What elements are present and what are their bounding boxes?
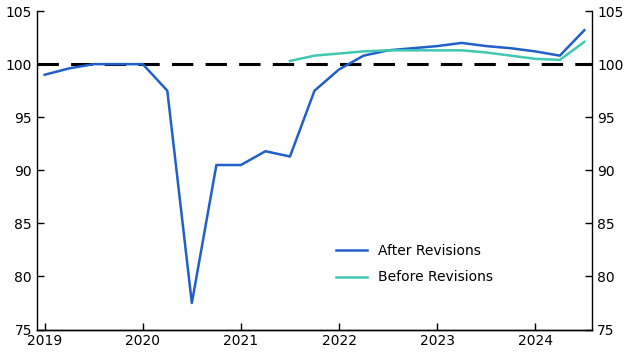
Before Revisions bbox=[482, 50, 490, 55]
After Revisions bbox=[482, 44, 490, 48]
After Revisions bbox=[458, 41, 465, 45]
After Revisions bbox=[335, 67, 343, 72]
After Revisions bbox=[188, 301, 196, 305]
After Revisions bbox=[90, 62, 97, 66]
Before Revisions bbox=[311, 53, 318, 58]
After Revisions bbox=[581, 28, 588, 32]
After Revisions bbox=[311, 88, 318, 93]
Before Revisions bbox=[409, 48, 416, 52]
After Revisions bbox=[262, 149, 269, 153]
After Revisions bbox=[532, 49, 539, 53]
Before Revisions bbox=[286, 59, 294, 63]
Before Revisions bbox=[384, 48, 392, 52]
After Revisions bbox=[139, 62, 147, 66]
Legend: After Revisions, Before Revisions: After Revisions, Before Revisions bbox=[336, 244, 493, 284]
Before Revisions bbox=[532, 57, 539, 61]
After Revisions bbox=[384, 48, 392, 52]
Before Revisions bbox=[433, 48, 441, 52]
After Revisions bbox=[114, 62, 122, 66]
Before Revisions bbox=[360, 49, 367, 53]
After Revisions bbox=[433, 44, 441, 48]
After Revisions bbox=[41, 73, 48, 77]
After Revisions bbox=[164, 88, 171, 93]
Before Revisions bbox=[556, 58, 564, 62]
Line: After Revisions: After Revisions bbox=[45, 30, 584, 303]
After Revisions bbox=[237, 163, 245, 167]
Before Revisions bbox=[581, 40, 588, 44]
After Revisions bbox=[507, 46, 515, 50]
After Revisions bbox=[65, 66, 73, 70]
After Revisions bbox=[286, 154, 294, 159]
After Revisions bbox=[360, 53, 367, 58]
After Revisions bbox=[556, 53, 564, 58]
After Revisions bbox=[409, 46, 416, 50]
Before Revisions bbox=[458, 48, 465, 52]
Line: Before Revisions: Before Revisions bbox=[290, 42, 584, 61]
Before Revisions bbox=[507, 53, 515, 58]
Before Revisions bbox=[335, 51, 343, 56]
After Revisions bbox=[213, 163, 220, 167]
